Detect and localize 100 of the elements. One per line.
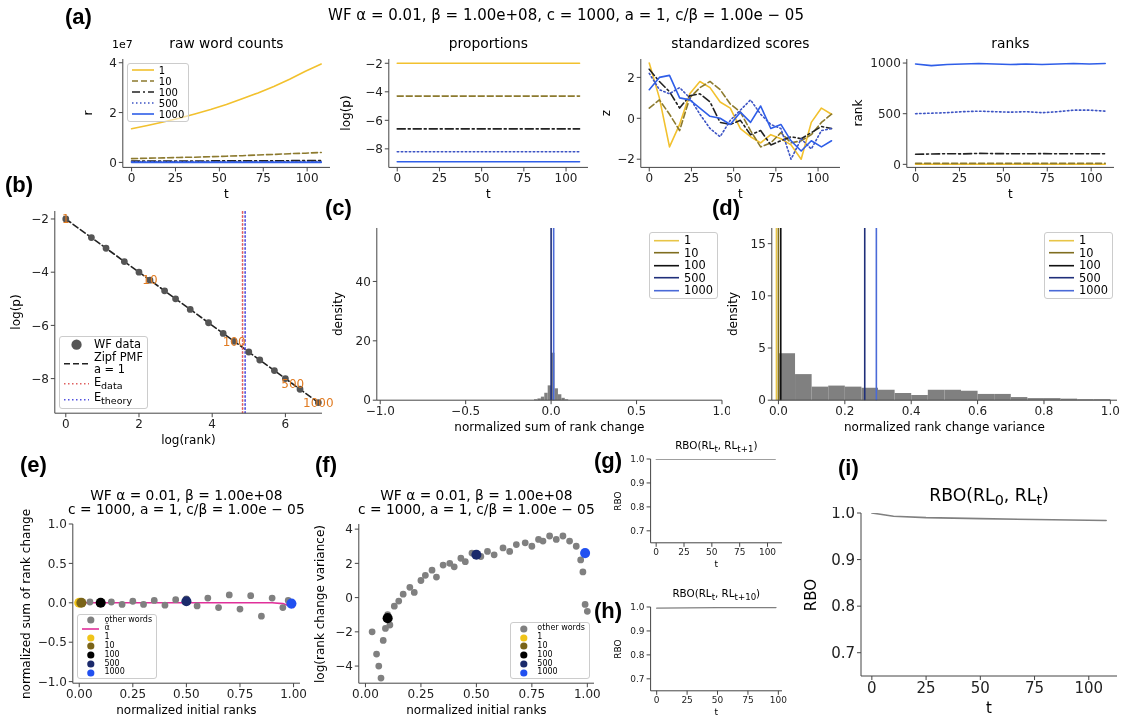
x-tick-label: 50 [711,694,724,705]
y-axis-title: rank [851,99,866,127]
y-tick-label: 0.8 [630,649,645,660]
text: (i) [838,455,859,481]
text: (h) [594,598,623,624]
y-tick-label: 0 [893,157,901,172]
chart-title: WF α = 0.01, β = 1.00e+08 [89,487,284,503]
y-axis-title: log(p) [339,95,354,131]
x-tick-label: 1.0 [712,403,732,418]
chart-title: WF α = 0.01, β = 1.00e+08 [379,487,574,503]
y-tick-label: 0.8 [831,597,855,616]
y-tick-label: −6 [365,113,383,128]
x-tick-label: 1.0 [1100,403,1120,418]
x-tick-label: −0.5 [451,403,481,418]
y-axis-title: RBO [613,490,624,511]
x-tick-label: 0.0 [541,403,561,418]
chart-title: RBO(RL$_{t}$, RL$_{t+10}$) [671,587,762,603]
x-axis-title: t [713,559,720,570]
y-axis-title: z [599,109,614,117]
y-tick-label: −0.5 [37,635,67,650]
x-tick-label: 25 [916,678,936,697]
y-tick-label: 0.9 [831,550,855,569]
x-tick-label: 0.25 [407,686,435,701]
x-tick-label: 1.00 [280,686,307,701]
y-tick-label: 5 [758,341,766,356]
y-tick-label: 500 [877,106,901,121]
x-axis-title: normalized initial ranks [115,703,258,718]
chart-title: proportions [447,35,529,52]
y-tick-label: 15 [750,236,766,251]
x-tick-label: 0 [911,170,920,185]
x-tick-label: 0.75 [226,686,254,701]
chart-title: RBO(RL$_{t}$, RL$_{t+1}$) [674,439,759,455]
y-tick-label: 0.9 [630,477,645,488]
legend-label: 100 [537,649,553,659]
legend-label: 1 [158,64,166,76]
chart-title: RBO(RL$_{0}$, RL$_{t}$) [928,485,1050,510]
x-tick-label: 75 [742,694,754,705]
x-tick-label: 75 [1025,678,1045,697]
x-tick-label: 100 [806,170,830,185]
x-tick-label: 0.8 [1034,403,1054,418]
chart-title: raw word counts [169,35,284,51]
legend-label: 1 [1079,233,1087,247]
chart-subtitle: c = 1000, a = 1, c/β = 1.00e − 05 [357,501,596,518]
y-tick-label: 1.0 [630,453,645,464]
x-axis-title: t [485,187,492,202]
legend-label: 100 [684,258,706,273]
y-tick-label: 0.9 [630,625,645,636]
legend-label: 100 [1079,258,1101,273]
x-axis-title: normalized initial ranks [405,703,548,718]
legend-label: 100 [158,86,178,98]
legend-label: 1000 [158,108,185,120]
y-tick-label: 40 [355,274,371,289]
y-axis-title: log(rank change variance) [313,524,328,683]
y-tick-label: 2 [627,70,635,85]
x-tick-label: 6 [281,416,290,431]
y-tick-label: 2 [345,556,353,571]
x-tick-label: 100 [769,694,788,705]
y-tick-label: 4 [345,522,353,537]
x-axis-title: log(rank) [160,433,217,448]
x-tick-label: 25 [951,170,968,185]
text: (a) [65,4,92,30]
chart-title: ranks [990,35,1031,52]
y-tick-label: 4 [109,55,117,70]
x-tick-label: 50 [474,170,490,185]
y-tick-label: 0 [627,111,635,126]
y-tick-label: −4 [335,659,353,674]
x-tick-label: 75 [516,170,532,185]
y-tick-label: −8 [31,371,49,386]
y-tick-label: 0.0 [47,596,67,611]
y-tick-label: 20 [355,334,371,349]
x-tick-label: 50 [706,546,718,557]
x-tick-label: 0.2 [835,403,855,418]
legend-label: 1 [104,632,110,642]
x-tick-label: 75 [733,546,746,557]
legend-label: 500 [537,658,553,668]
x-tick-label: 25 [681,694,693,705]
y-tick-label: 0 [345,590,353,605]
legend-label: 10 [158,75,172,87]
y-axis-title: density [726,292,741,337]
y-tick-label: −2 [335,625,353,640]
x-tick-label: 50 [211,170,227,185]
x-tick-label: 0.75 [518,686,546,701]
x-tick-label: 0 [127,170,136,185]
x-tick-label: 25 [678,546,690,557]
legend-label: 10 [1079,245,1094,260]
legend-label: other words [104,614,153,624]
y-tick-label: −2 [617,152,635,167]
chart-title: standardized scores [670,35,811,52]
x-tick-label: 75 [1039,170,1055,185]
text: (g) [594,448,623,474]
y-axis-title: RBO [801,578,820,611]
legend-label: 1 [537,632,543,642]
x-tick-label: 75 [255,170,271,185]
y-tick-label: 0 [109,155,117,170]
legend-label: E$_{data}$ [93,374,123,392]
x-tick-label: 0.50 [173,686,200,701]
legend-label: 10 [537,641,548,650]
y-tick-label: 0.8 [630,501,645,512]
legend-label: 500 [158,97,178,109]
y-axis-title: r [81,110,96,116]
